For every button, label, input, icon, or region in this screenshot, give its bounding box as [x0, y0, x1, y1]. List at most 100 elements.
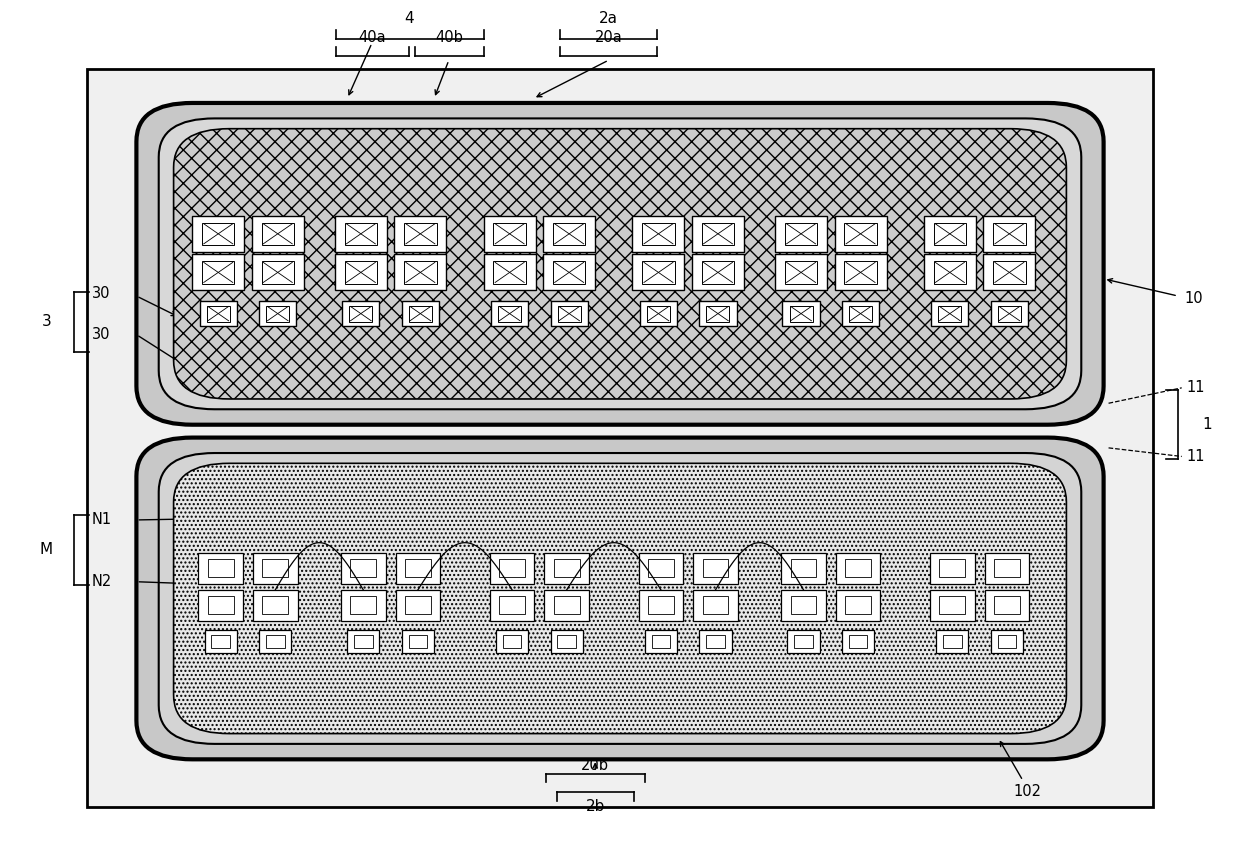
Bar	[496, 630, 528, 652]
Bar	[394, 215, 446, 252]
Bar	[498, 305, 521, 322]
Bar	[350, 305, 372, 322]
Bar	[836, 590, 880, 621]
Bar	[402, 301, 439, 327]
Bar	[265, 635, 285, 648]
Bar	[983, 254, 1035, 290]
Bar	[500, 596, 525, 614]
Bar	[335, 215, 387, 252]
Bar	[345, 261, 377, 284]
Bar	[993, 261, 1025, 284]
Bar	[335, 254, 387, 290]
Bar	[490, 590, 534, 621]
Text: 40b: 40b	[435, 30, 463, 45]
Bar	[404, 261, 436, 284]
Bar	[703, 596, 728, 614]
Bar	[924, 254, 976, 290]
Bar	[405, 559, 430, 577]
Bar	[791, 596, 816, 614]
Bar	[553, 261, 585, 284]
Bar	[790, 305, 812, 322]
Bar	[994, 596, 1019, 614]
Bar	[192, 254, 244, 290]
Bar	[997, 635, 1017, 648]
Bar	[934, 222, 966, 245]
Bar	[262, 222, 294, 245]
Bar	[844, 261, 877, 284]
Bar	[651, 635, 671, 648]
Bar	[930, 590, 975, 621]
Bar	[632, 215, 684, 252]
Bar	[775, 215, 827, 252]
Bar	[200, 301, 237, 327]
Bar	[983, 215, 1035, 252]
Bar	[645, 630, 677, 652]
Bar	[781, 553, 826, 583]
FancyBboxPatch shape	[174, 129, 1066, 399]
Bar	[647, 305, 670, 322]
Bar	[500, 559, 525, 577]
Bar	[936, 630, 968, 652]
Bar	[208, 596, 233, 614]
Bar	[842, 301, 879, 327]
Bar	[252, 215, 304, 252]
Bar	[396, 590, 440, 621]
Bar	[692, 215, 744, 252]
Bar	[934, 261, 966, 284]
Bar	[208, 559, 233, 577]
Bar	[702, 222, 734, 245]
Bar	[993, 222, 1025, 245]
Bar	[408, 635, 428, 648]
Bar	[404, 222, 436, 245]
Bar	[842, 630, 874, 652]
Bar	[942, 635, 962, 648]
Bar	[543, 215, 595, 252]
Bar	[693, 590, 738, 621]
Bar	[558, 305, 580, 322]
Bar	[202, 261, 234, 284]
Bar	[402, 630, 434, 652]
Bar	[794, 635, 813, 648]
Text: 40a: 40a	[358, 30, 386, 45]
Bar	[836, 553, 880, 583]
Bar	[791, 559, 816, 577]
Bar	[931, 301, 968, 327]
Bar	[198, 590, 243, 621]
Bar	[484, 254, 536, 290]
Text: 10: 10	[1184, 291, 1203, 306]
Bar	[192, 215, 244, 252]
Text: 11: 11	[1187, 380, 1205, 396]
Bar	[494, 261, 526, 284]
Bar	[632, 254, 684, 290]
Bar	[262, 261, 294, 284]
Bar	[706, 635, 725, 648]
Text: M: M	[40, 542, 52, 558]
Text: 11: 11	[1187, 449, 1205, 464]
Bar	[253, 590, 298, 621]
Text: N1: N1	[92, 512, 112, 528]
Text: 1: 1	[1203, 417, 1213, 432]
Bar	[785, 222, 817, 245]
Bar	[707, 305, 729, 322]
Bar	[502, 635, 522, 648]
Bar	[835, 254, 887, 290]
Bar	[544, 590, 589, 621]
Bar	[341, 590, 386, 621]
FancyBboxPatch shape	[136, 103, 1104, 425]
Bar	[699, 301, 737, 327]
Bar	[785, 261, 817, 284]
Bar	[267, 305, 289, 322]
Bar	[991, 301, 1028, 327]
Bar	[639, 553, 683, 583]
Bar	[985, 590, 1029, 621]
Bar	[781, 590, 826, 621]
Text: 20a: 20a	[595, 30, 622, 45]
Bar	[849, 305, 872, 322]
Bar	[342, 301, 379, 327]
FancyBboxPatch shape	[87, 69, 1153, 807]
Bar	[693, 553, 738, 583]
Bar	[702, 261, 734, 284]
Bar	[775, 254, 827, 290]
Bar	[649, 596, 673, 614]
Bar	[484, 215, 536, 252]
